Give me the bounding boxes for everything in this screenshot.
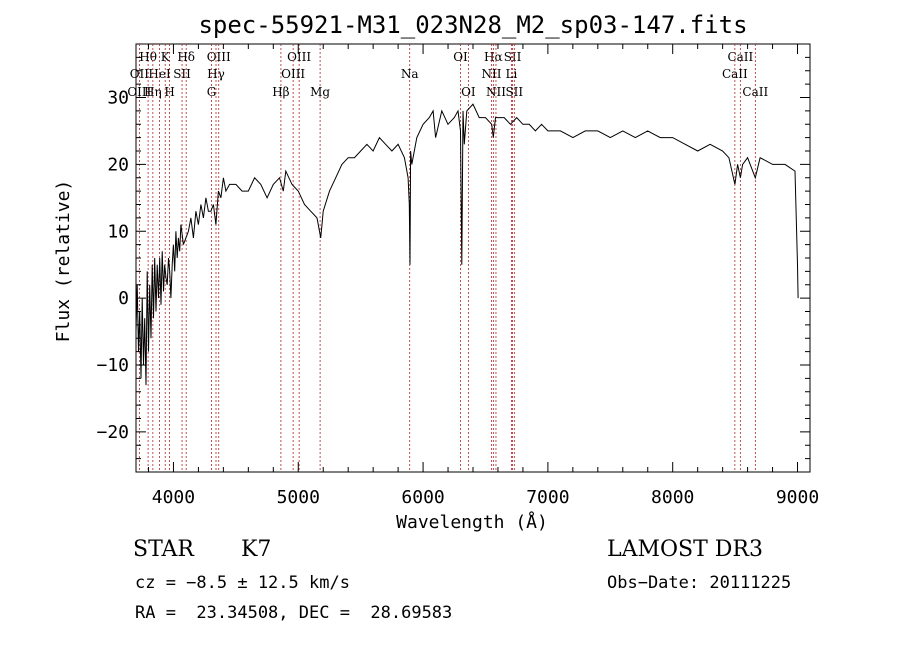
chart-title: spec-55921-M31_023N28_M2_sp03-147.fits [198, 11, 747, 39]
class-label: STAR [133, 537, 194, 562]
marker-label: SII [504, 50, 522, 64]
marker-label: Na [401, 67, 419, 81]
x-tick-label: 7000 [526, 487, 569, 508]
marker-label: G [207, 85, 217, 99]
x-tick-label: 5000 [277, 487, 320, 508]
marker-label: OI [453, 50, 468, 64]
marker-label: OIII [127, 85, 151, 99]
x-tick-label: 9000 [776, 487, 819, 508]
marker-label: Li [506, 67, 518, 81]
marker-label: Hα [484, 50, 503, 64]
marker-label: CaII [722, 67, 748, 81]
y-tick-label: −20 [96, 422, 129, 443]
survey-label: LAMOST DR3 [607, 537, 763, 562]
x-tick-label: 4000 [152, 487, 195, 508]
spectrum-line [135, 103, 799, 386]
marker-label: SII [505, 85, 523, 99]
plot-frame [135, 43, 811, 473]
marker-label: H [164, 85, 174, 99]
marker-label: OII [130, 67, 150, 81]
subclass-label: K7 [241, 537, 272, 562]
axis-ticks: 4000 5000 6000 7000 8000 9000 −20 −10 0 10 20 30 [96, 44, 819, 508]
marker-label: NII [481, 67, 501, 81]
redshift-line: cz = −8.5 ± 12.5 km/s [135, 573, 350, 593]
y-axis-label: Flux (relative) [53, 180, 74, 343]
marker-label: HeI [148, 67, 171, 81]
x-tick-label: 6000 [401, 487, 444, 508]
marker-label: Mg [310, 85, 330, 99]
line-markers: Hθ OII OIII K HeI Hη SII H Hδ OIII Hγ G Hβ OIII OIII Mg… [127, 44, 768, 472]
marker-label: CaII [727, 50, 753, 64]
marker-label: OIII [287, 50, 311, 64]
y-tick-label: 0 [118, 288, 129, 309]
coords-line: RA = 23.34508, DEC = 28.69583 [135, 603, 453, 623]
marker-label: Hθ [139, 50, 157, 64]
y-tick-label: −10 [96, 355, 129, 376]
marker-label: Hη [144, 85, 162, 99]
x-tick-label: 8000 [651, 487, 694, 508]
marker-label: Hγ [207, 67, 225, 81]
marker-label: OIII [281, 67, 305, 81]
obs-date-line: Obs−Date: 20111225 [607, 573, 792, 593]
marker-label: SII [173, 67, 191, 81]
marker-label: NII [486, 85, 506, 99]
marker-label: Hβ [272, 85, 289, 99]
marker-label: OI [461, 85, 476, 99]
marker-label: Hδ [177, 50, 195, 64]
marker-label: CaII [742, 85, 768, 99]
x-axis-label: Wavelength (Å) [396, 511, 548, 533]
y-tick-label: 20 [107, 154, 129, 175]
y-tick-label: 30 [107, 88, 129, 109]
marker-label: OIII [207, 50, 231, 64]
y-tick-label: 10 [107, 221, 129, 242]
marker-label: K [161, 50, 171, 64]
